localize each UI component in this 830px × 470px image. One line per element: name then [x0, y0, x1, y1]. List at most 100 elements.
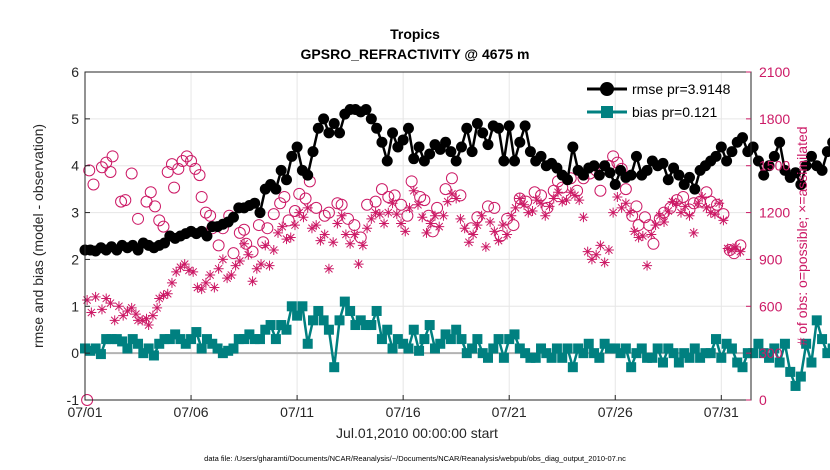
obs-assimilated-point [222, 273, 233, 284]
bias-point [541, 348, 552, 359]
obs-assimilated-point [332, 218, 343, 229]
obs-possible-point [267, 208, 280, 221]
bias-point [329, 362, 340, 373]
obs-assimilated-point [82, 295, 93, 306]
obs-assimilated-point [603, 245, 614, 256]
bias-point [239, 334, 250, 345]
rmse-point [286, 150, 298, 162]
obs-assimilated-point [654, 210, 665, 221]
obs-possible-point [106, 150, 119, 163]
obs-assimilated-point [366, 213, 377, 224]
obs-assimilated-point [697, 191, 708, 202]
bias-point [334, 315, 345, 326]
bias-point [647, 352, 658, 363]
obs-possible-point [189, 162, 202, 175]
obs-possible-point [677, 190, 690, 203]
obs-assimilated-point [472, 220, 483, 231]
obs-possible-point [318, 209, 331, 222]
obs-assimilated-point [90, 291, 101, 302]
bias-point [631, 348, 642, 359]
obs-assimilated-point [671, 198, 682, 209]
rmse-point [588, 160, 600, 172]
obs-assimilated-point [383, 207, 394, 218]
bias-point [260, 324, 271, 335]
bias-point [419, 334, 430, 345]
obs-possible-point [261, 222, 274, 235]
x-tick-label: 07/26 [598, 404, 633, 420]
obs-assimilated-point [109, 315, 120, 326]
bias-point [520, 348, 531, 359]
data-file-footer: data file: /Users/gharamti/Documents/NCA… [204, 454, 626, 463]
obs-assimilated-point [599, 257, 610, 268]
bias-point [435, 338, 446, 349]
obs-assimilated-point [298, 212, 309, 223]
obs-assimilated-point [243, 249, 254, 260]
left-y-axis-ticks: -1 0 1 2 3 4 5 6 [67, 64, 90, 408]
bias-point [562, 343, 573, 354]
obs-possible-point [193, 169, 206, 182]
rmse-point [593, 169, 605, 181]
bias-point [721, 338, 732, 349]
bias-point [785, 366, 796, 377]
obs-assimilated-point [489, 226, 500, 237]
bias-point [514, 343, 525, 354]
obs-assimilated-point [459, 223, 470, 234]
obs-assimilated-point [497, 220, 508, 231]
obs-possible-point [335, 198, 348, 211]
obs-assimilated-point [688, 227, 699, 238]
obs-possible-point [148, 200, 161, 213]
bias-point [143, 343, 154, 354]
obs-possible-point [274, 197, 287, 210]
bias-point [403, 343, 414, 354]
bias-point [711, 334, 722, 345]
bias-point [387, 343, 398, 354]
obs-possible-point [647, 237, 660, 250]
bias-point [583, 338, 594, 349]
obs-assimilated-point [105, 298, 116, 309]
bias-point [254, 334, 265, 345]
legend-bias-marker [601, 106, 613, 118]
obs-possible-point [168, 181, 181, 194]
obs-possible-point [176, 155, 189, 168]
bias-point [117, 336, 128, 347]
rmse-point [498, 155, 510, 167]
bias-point [657, 357, 668, 368]
rmse-point [609, 178, 621, 190]
rmse-point [424, 148, 436, 160]
obs-assimilated-point [676, 207, 687, 218]
obs-assimilated-point [226, 270, 237, 281]
bias-point [822, 348, 830, 359]
right-y-axis-ticks: 0 300 600 900 1200 1500 1800 2100 [746, 64, 790, 408]
rmse-point [747, 141, 759, 153]
obs-assimilated-point [256, 259, 267, 270]
obs-assimilated-point [239, 238, 250, 249]
obs-possible-point [153, 214, 166, 227]
obs-assimilated-point [523, 207, 534, 218]
obs-assimilated-point [421, 227, 432, 238]
bias-point [429, 343, 440, 354]
bias-point [292, 310, 303, 321]
obs-possible-point [619, 183, 632, 196]
bias-point [573, 343, 584, 354]
right-y-tick-label: 0 [759, 392, 767, 408]
obs-assimilated-point [468, 229, 479, 240]
bias-point [207, 338, 218, 349]
obs-possible-point [83, 164, 96, 177]
bias-point [339, 296, 350, 307]
bias-point [546, 352, 557, 363]
bias-point [196, 343, 207, 354]
rmse-point [567, 141, 579, 153]
bias-point [366, 320, 377, 331]
rmse-point [440, 136, 452, 148]
bias-point [408, 324, 419, 335]
bias-point [191, 327, 202, 338]
obs-assimilated-point [519, 199, 530, 210]
bias-point [355, 315, 366, 326]
bias-point [350, 320, 361, 331]
rmse-point [630, 150, 642, 162]
bias-point [716, 352, 727, 363]
rmse-bias-series [79, 103, 830, 391]
obs-possible-point [125, 167, 138, 180]
rmse-point [371, 122, 383, 134]
rmse-point [402, 122, 414, 134]
